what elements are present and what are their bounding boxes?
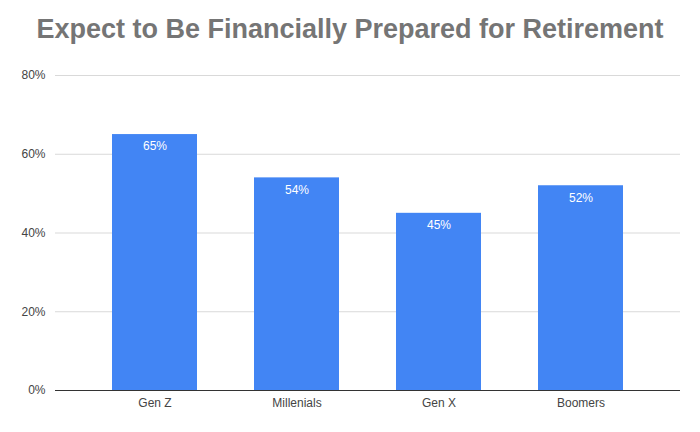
svg-text:Millenials: Millenials — [272, 396, 321, 410]
svg-text:52%: 52% — [569, 191, 593, 205]
svg-text:60%: 60% — [21, 147, 45, 161]
svg-text:40%: 40% — [21, 226, 45, 240]
svg-text:65%: 65% — [143, 139, 167, 153]
svg-text:Boomers: Boomers — [557, 396, 605, 410]
html-text:Expect to Be Financially Prepa: Expect to Be Financially Prepared for Re… — [36, 14, 664, 44]
svg-text:54%: 54% — [285, 183, 309, 197]
svg-text:45%: 45% — [427, 218, 451, 232]
svg-text:20%: 20% — [21, 305, 45, 319]
svg-text:Gen X: Gen X — [422, 396, 456, 410]
svg-text:Gen Z: Gen Z — [138, 396, 171, 410]
svg-text:0%: 0% — [28, 383, 46, 397]
svg-text:80%: 80% — [21, 68, 45, 82]
